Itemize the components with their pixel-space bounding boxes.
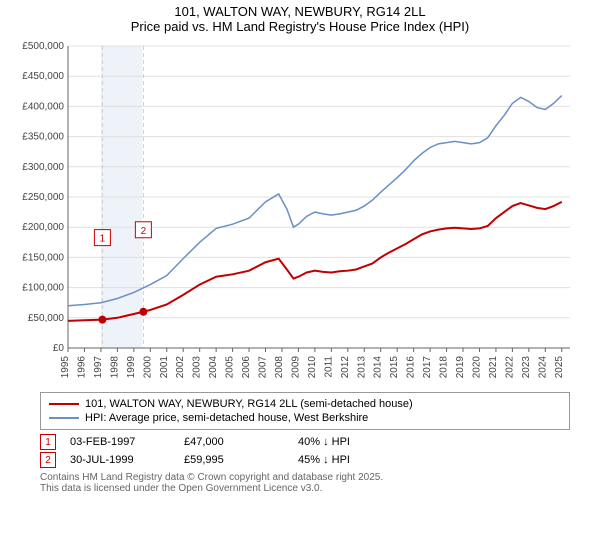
svg-text:2003: 2003: [192, 356, 203, 379]
svg-text:£0: £0: [53, 343, 65, 354]
svg-text:2001: 2001: [159, 356, 170, 379]
svg-text:2015: 2015: [389, 356, 400, 379]
svg-text:2023: 2023: [521, 356, 532, 379]
svg-text:1995: 1995: [60, 356, 71, 379]
svg-text:2000: 2000: [142, 356, 153, 379]
legend-swatch: [49, 417, 79, 419]
svg-text:1996: 1996: [76, 356, 87, 379]
footer-attribution: Contains HM Land Registry data © Crown c…: [40, 472, 570, 494]
svg-text:£450,000: £450,000: [22, 71, 64, 82]
title-address: 101, WALTON WAY, NEWBURY, RG14 2LL: [10, 4, 590, 19]
svg-text:2012: 2012: [340, 356, 351, 379]
price-chart: £0 £50,000 £100,000 £150,000 £200,000 £250,00…: [20, 38, 580, 388]
svg-text:£200,000: £200,000: [22, 222, 64, 233]
svg-text:2002: 2002: [175, 356, 186, 379]
svg-text:£300,000: £300,000: [22, 162, 64, 173]
transaction-delta: 40% ↓ HPI: [298, 436, 398, 448]
title-subtitle: Price paid vs. HM Land Registry's House …: [10, 19, 590, 34]
svg-text:2011: 2011: [323, 356, 334, 378]
svg-text:2004: 2004: [208, 356, 219, 379]
svg-text:1: 1: [100, 234, 106, 245]
svg-text:2005: 2005: [225, 356, 236, 379]
legend-item: HPI: Average price, semi-detached house,…: [49, 411, 561, 425]
svg-text:2024: 2024: [537, 356, 548, 379]
transaction-date: 03-FEB-1997: [70, 436, 170, 448]
transaction-row: 1 03-FEB-1997 £47,000 40% ↓ HPI: [40, 434, 570, 450]
legend-label: HPI: Average price, semi-detached house,…: [85, 412, 368, 424]
svg-text:£150,000: £150,000: [22, 252, 64, 263]
svg-text:2: 2: [141, 226, 147, 237]
svg-text:2016: 2016: [406, 356, 417, 379]
svg-text:1997: 1997: [93, 356, 104, 379]
svg-text:£500,000: £500,000: [22, 41, 64, 52]
transaction-delta: 45% ↓ HPI: [298, 454, 398, 466]
transaction-row: 2 30-JUL-1999 £59,995 45% ↓ HPI: [40, 452, 570, 468]
legend-swatch: [49, 403, 79, 405]
svg-text:2008: 2008: [274, 356, 285, 379]
legend-label: 101, WALTON WAY, NEWBURY, RG14 2LL (semi…: [85, 398, 413, 410]
svg-text:2022: 2022: [504, 356, 515, 379]
legend-item: 101, WALTON WAY, NEWBURY, RG14 2LL (semi…: [49, 397, 561, 411]
footer-line2: This data is licensed under the Open Gov…: [40, 483, 570, 494]
svg-text:2014: 2014: [373, 356, 384, 379]
svg-text:£100,000: £100,000: [22, 283, 64, 294]
svg-text:2010: 2010: [307, 356, 318, 379]
svg-text:£50,000: £50,000: [28, 313, 65, 324]
svg-text:2025: 2025: [554, 356, 565, 379]
svg-text:2013: 2013: [356, 356, 367, 379]
svg-text:1998: 1998: [109, 356, 120, 379]
legend: 101, WALTON WAY, NEWBURY, RG14 2LL (semi…: [40, 392, 570, 430]
transaction-date: 30-JUL-1999: [70, 454, 170, 466]
svg-text:2006: 2006: [241, 356, 252, 379]
svg-text:2007: 2007: [258, 356, 269, 379]
svg-text:2021: 2021: [488, 356, 499, 379]
transaction-price: £59,995: [184, 454, 284, 466]
transaction-price: £47,000: [184, 436, 284, 448]
transaction-marker: 2: [40, 452, 56, 468]
svg-text:1999: 1999: [126, 356, 137, 379]
footer-line1: Contains HM Land Registry data © Crown c…: [40, 472, 570, 483]
svg-text:2019: 2019: [455, 356, 466, 379]
svg-text:£400,000: £400,000: [22, 101, 64, 112]
svg-text:£250,000: £250,000: [22, 192, 64, 203]
svg-text:2018: 2018: [439, 356, 450, 379]
svg-text:2020: 2020: [471, 356, 482, 379]
transaction-marker: 1: [40, 434, 56, 450]
svg-text:£350,000: £350,000: [22, 132, 64, 143]
chart-title: 101, WALTON WAY, NEWBURY, RG14 2LL Price…: [10, 4, 590, 34]
svg-text:2017: 2017: [422, 356, 433, 379]
svg-text:2009: 2009: [290, 356, 301, 379]
